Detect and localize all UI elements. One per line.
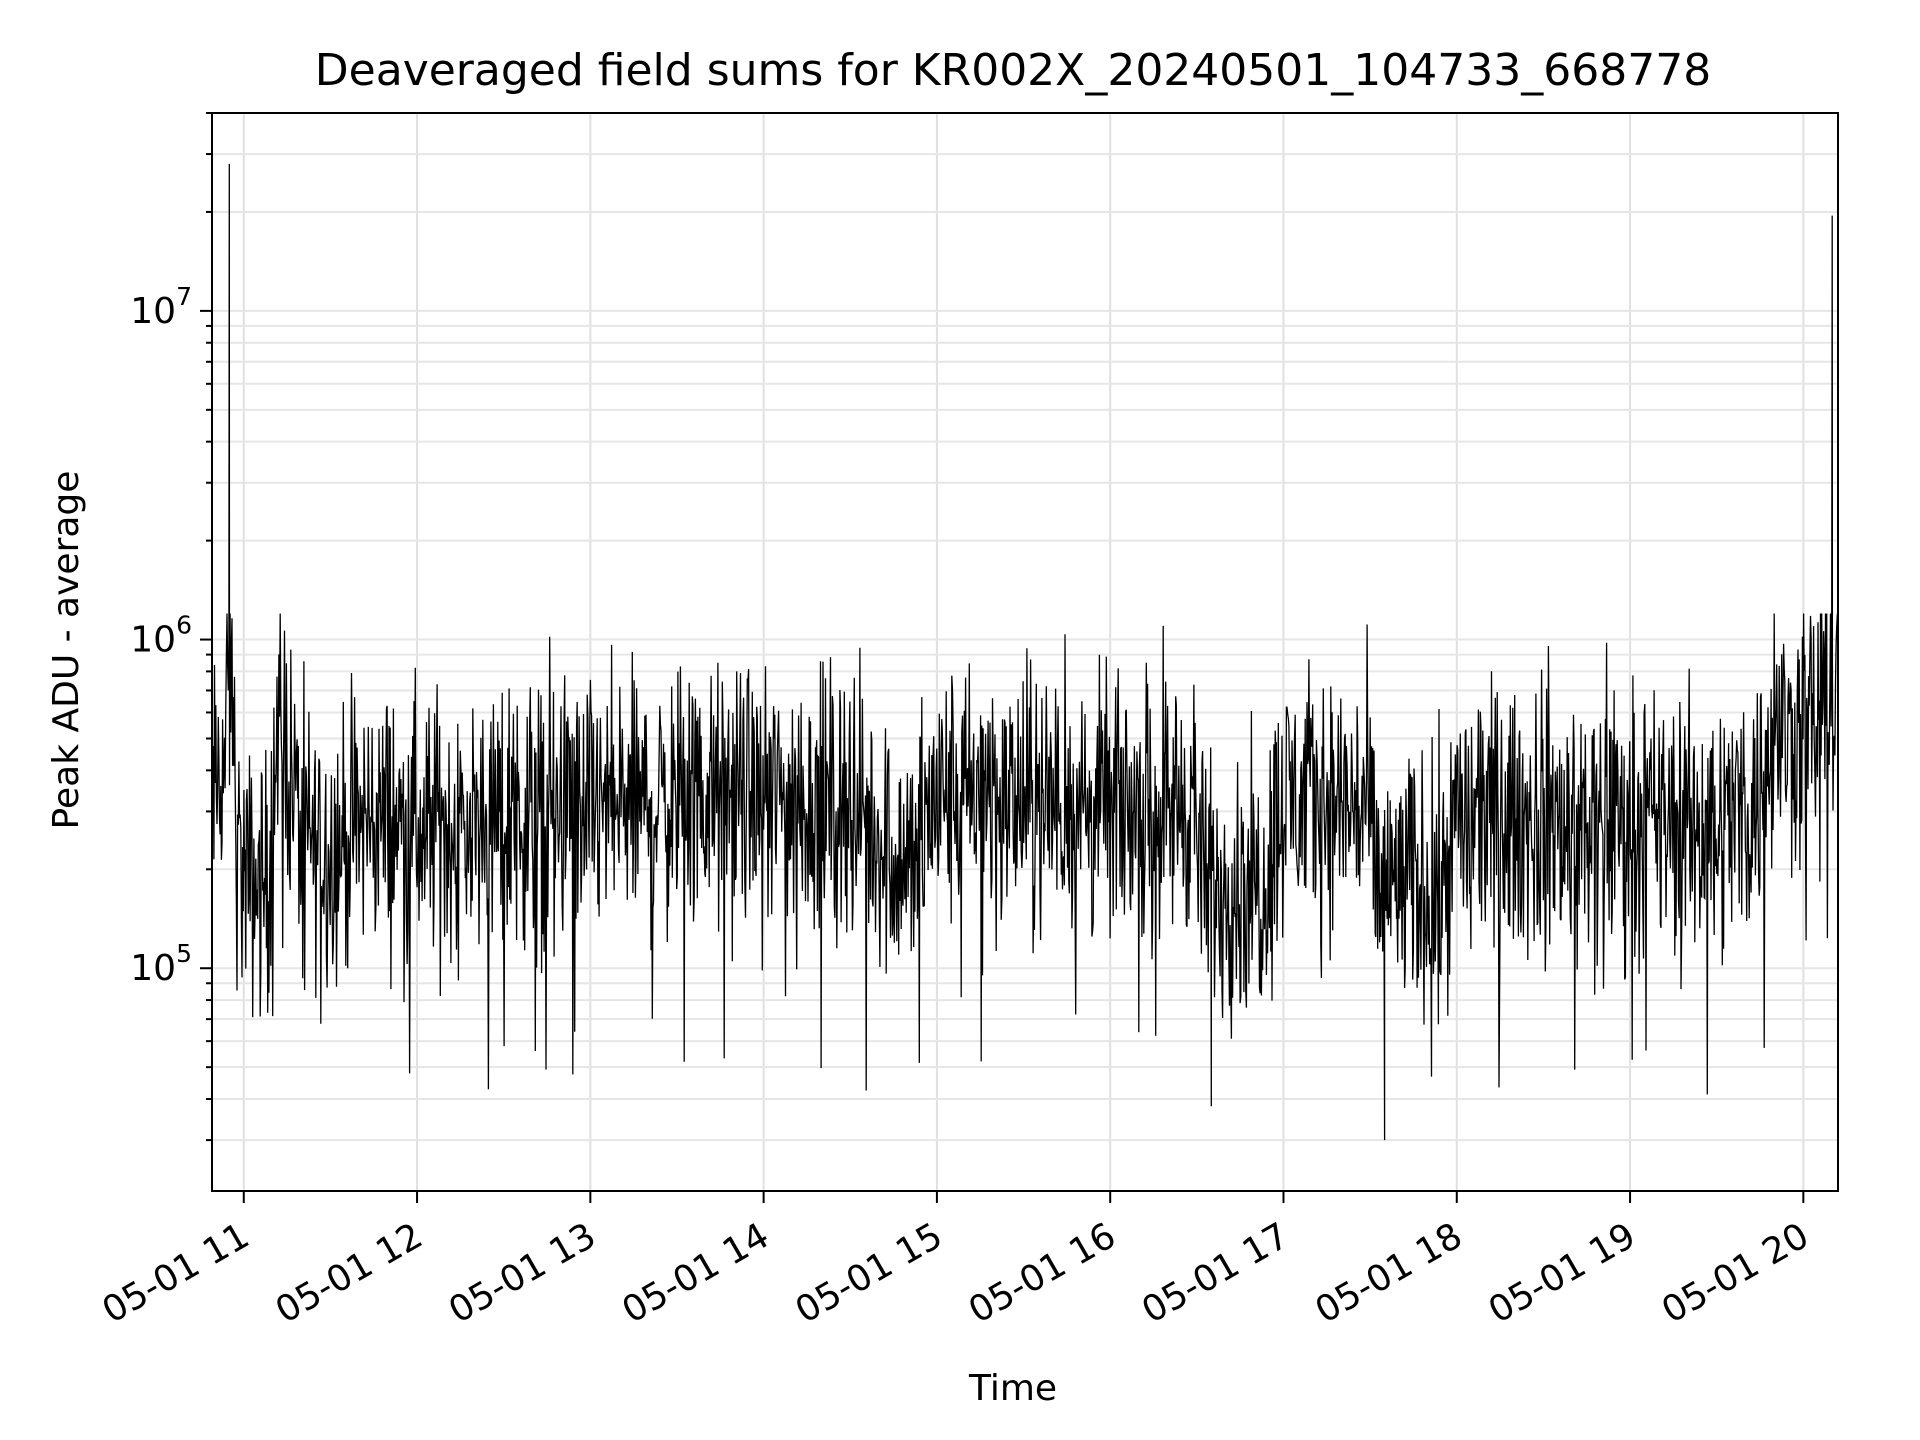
y-tick-label: 105 [130, 939, 192, 989]
series-line [211, 163, 1839, 1141]
chart-title: Deaveraged field sums for KR002X_2024050… [315, 45, 1711, 96]
y-tick-label: 106 [130, 611, 192, 661]
y-axis-label: Peak ADU - average [46, 471, 87, 830]
x-axis-label: Time [968, 1368, 1057, 1409]
data-series [211, 163, 1839, 1141]
y-tick-label: 107 [130, 282, 192, 332]
plot-frame [211, 112, 1839, 1192]
